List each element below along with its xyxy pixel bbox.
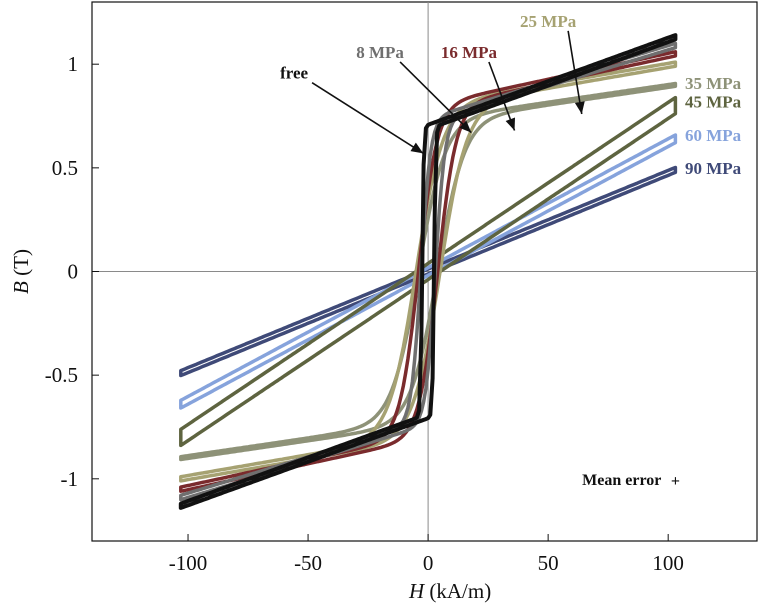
y-tick-label: 1	[68, 52, 79, 76]
series-label-90-mpa: 90 MPa	[685, 159, 742, 178]
mean-error-label: Mean error	[582, 472, 661, 489]
x-axis-symbol: H	[408, 579, 426, 603]
x-axis-title: H (kA/m)	[408, 579, 491, 603]
label-arrow-head	[410, 142, 424, 154]
y-axis-symbol: B	[9, 281, 33, 294]
label-arrow-head	[574, 101, 585, 114]
y-tick-label: 0	[68, 260, 79, 284]
series-line-90-mpa	[179, 165, 678, 378]
series-line-35-mpa	[179, 81, 678, 462]
series-line-free	[178, 33, 678, 510]
series-label-35-mpa: 35 MPa	[685, 74, 742, 93]
x-tick-label: 50	[538, 551, 559, 575]
x-tick-label: 100	[652, 551, 684, 575]
label-arrow-head	[505, 117, 516, 131]
label-arrow-line	[567, 30, 583, 115]
label-arrow-head	[459, 120, 472, 133]
x-tick-label: -100	[169, 551, 208, 575]
y-axis-title: B (T)	[9, 249, 33, 294]
x-tick-label: -50	[294, 551, 322, 575]
series-label-45-mpa: 45 MPa	[685, 93, 742, 112]
y-tick-label: -1	[61, 467, 79, 491]
y-axis-unit: (T)	[9, 249, 33, 281]
series-label-free: free	[280, 64, 308, 83]
x-axis-unit: (kA/m)	[424, 579, 491, 603]
tick-marks: -100 -50 0 50 100 -1 -0.5 0 0.5 1	[45, 52, 684, 575]
mean-error-marker: +	[671, 473, 680, 490]
y-tick-label: 0.5	[52, 156, 78, 180]
series-label-25-mpa: 25 MPa	[520, 12, 577, 31]
label-arrow-line	[488, 61, 516, 131]
series-label-16-mpa: 16 MPa	[441, 43, 498, 62]
label-arrow-line	[311, 82, 424, 155]
y-tick-label: -0.5	[45, 363, 78, 387]
label-arrow-line	[399, 61, 472, 134]
x-tick-label: 0	[423, 551, 434, 575]
series-label-60-mpa: 60 MPa	[685, 126, 742, 145]
series-group	[178, 33, 678, 510]
series-label-8-mpa: 8 MPa	[356, 43, 404, 62]
series-line-45-mpa	[179, 95, 678, 448]
